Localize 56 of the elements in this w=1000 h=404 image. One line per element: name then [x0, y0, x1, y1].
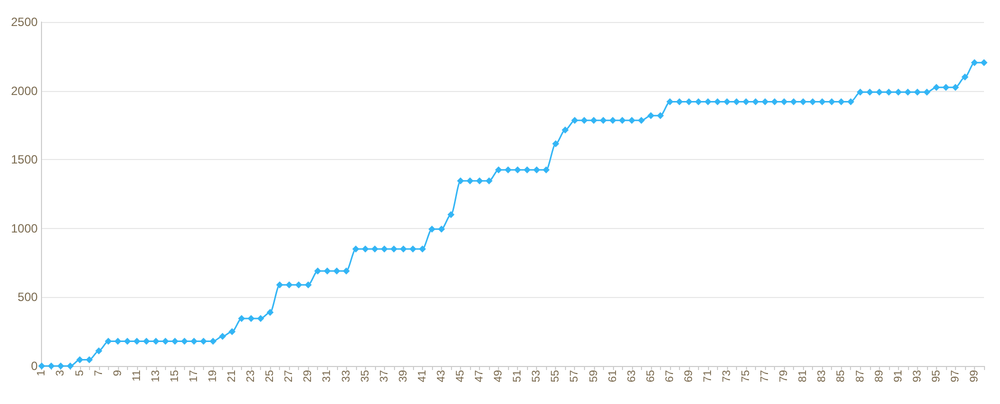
x-tick-label: 65	[644, 370, 657, 382]
x-tick-label: 87	[854, 370, 866, 382]
x-tick-label: 49	[492, 370, 505, 382]
x-tick-label: 69	[682, 370, 695, 382]
x-tick-label: 83	[816, 370, 828, 382]
x-tick-label: 15	[168, 370, 181, 382]
x-tick-label: 39	[397, 370, 410, 382]
x-tick-label: 5	[74, 370, 86, 376]
x-tick-label: 11	[130, 370, 143, 382]
x-tick-label: 85	[835, 370, 848, 382]
x-tick-label: 53	[530, 370, 543, 382]
x-tick-label: 81	[797, 370, 810, 382]
x-tick-label: 35	[359, 370, 372, 382]
y-tick-label: 500	[18, 290, 38, 304]
x-tick-label: 59	[588, 370, 600, 382]
x-tick-label: 25	[264, 370, 276, 382]
x-tick-label: 79	[778, 370, 790, 382]
x-tick-label: 63	[626, 370, 638, 382]
x-tick-label: 9	[112, 370, 124, 376]
x-tick-label: 7	[92, 370, 105, 376]
x-tick-label: 57	[568, 370, 581, 382]
x-tick-label: 47	[474, 370, 486, 382]
x-tick-label: 45	[454, 370, 466, 382]
x-tick-label: 13	[150, 370, 162, 382]
x-tick-label: 61	[606, 370, 619, 382]
x-tick-label: 77	[759, 370, 772, 382]
x-tick-label: 23	[245, 370, 258, 382]
x-tick-label: 3	[54, 370, 67, 376]
x-tick-label: 19	[207, 370, 220, 382]
x-tick-label: 29	[302, 370, 314, 382]
x-tick-label: 95	[930, 370, 942, 382]
x-tick-label: 73	[721, 370, 734, 382]
y-tick-label: 2000	[10, 84, 38, 98]
x-tick-label: 27	[283, 370, 296, 382]
x-tick-label: 93	[911, 370, 924, 382]
x-tick-label: 41	[416, 370, 428, 382]
y-tick-label: 0	[31, 359, 38, 373]
y-tick-label: 1500	[10, 152, 38, 167]
x-tick-label: 91	[892, 370, 904, 382]
x-tick-label: 99	[968, 370, 980, 382]
x-tick-label: 21	[226, 370, 238, 382]
y-tick-label: 1000	[10, 221, 38, 236]
x-tick-label: 33	[340, 370, 352, 382]
x-tick-label: 55	[550, 370, 562, 382]
x-tick-label: 71	[702, 370, 714, 382]
x-tick-label: 75	[740, 370, 752, 382]
x-tick-label: 43	[435, 370, 448, 382]
x-tick-label: 51	[512, 370, 524, 382]
x-tick-label: 1	[36, 370, 48, 376]
x-tick-label: 97	[949, 370, 962, 382]
x-tick-label: 37	[378, 370, 390, 382]
x-tick-label: 67	[664, 370, 676, 382]
x-tick-label: 31	[321, 370, 334, 382]
y-tick-label: 2500	[10, 15, 38, 29]
x-tick-label: 17	[188, 370, 200, 382]
x-tick-label: 89	[873, 370, 886, 382]
